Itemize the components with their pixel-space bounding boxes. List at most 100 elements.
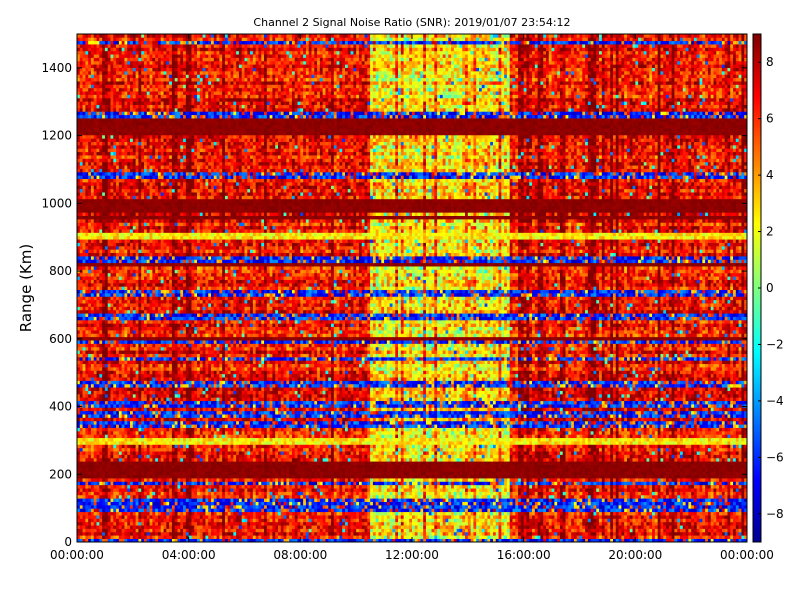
heatmap-cell: [91, 239, 94, 243]
heatmap-cell: [141, 374, 144, 378]
heatmap-cell: [144, 54, 147, 58]
heatmap-cell: [80, 115, 83, 119]
heatmap-cell: [111, 280, 114, 284]
heatmap-cell: [124, 438, 127, 442]
heatmap-cell: [108, 428, 111, 432]
heatmap-cell: [108, 249, 111, 253]
heatmap-cell: [130, 189, 133, 193]
heatmap-cell: [147, 508, 150, 512]
heatmap-cell: [85, 249, 88, 253]
heatmap-cell: [113, 219, 116, 223]
heatmap-cell: [119, 263, 122, 267]
heatmap-cell: [108, 327, 111, 331]
heatmap-cell: [88, 206, 91, 210]
heatmap-cell: [88, 518, 91, 522]
heatmap-cell: [144, 421, 147, 425]
heatmap-cell: [130, 249, 133, 253]
heatmap-cell: [141, 360, 144, 364]
heatmap-cell: [127, 206, 130, 210]
heatmap-cell: [85, 195, 88, 199]
heatmap-cell: [99, 441, 102, 445]
heatmap-cell: [83, 475, 86, 479]
heatmap-cell: [113, 518, 116, 522]
heatmap-cell: [130, 394, 133, 398]
heatmap-cell: [111, 222, 114, 226]
heatmap-cell: [124, 58, 127, 62]
heatmap-cell: [138, 320, 141, 324]
heatmap-cell: [133, 259, 136, 263]
heatmap-cell: [141, 162, 144, 166]
heatmap-cell: [119, 364, 122, 368]
heatmap-cell: [80, 155, 83, 159]
heatmap-cell: [102, 51, 105, 55]
heatmap-cell: [83, 337, 86, 341]
heatmap-cell: [99, 374, 102, 378]
heatmap-cell: [116, 475, 119, 479]
heatmap-cell: [136, 165, 139, 169]
heatmap-cell: [124, 381, 127, 385]
heatmap-cell: [108, 535, 111, 539]
heatmap-cell: [94, 98, 97, 102]
heatmap-cell: [91, 105, 94, 109]
heatmap-cell: [97, 475, 100, 479]
heatmap-cell: [133, 333, 136, 337]
heatmap-cell: [124, 209, 127, 213]
heatmap-cell: [111, 101, 114, 105]
heatmap-cell: [124, 424, 127, 428]
heatmap-cell: [133, 424, 136, 428]
heatmap-cell: [97, 138, 100, 142]
heatmap-cell: [127, 138, 130, 142]
heatmap-cell: [144, 71, 147, 75]
heatmap-cell: [144, 296, 147, 300]
heatmap-cell: [88, 145, 91, 149]
heatmap-cell: [141, 179, 144, 183]
heatmap-cell: [119, 169, 122, 173]
heatmap-cell: [130, 88, 133, 92]
heatmap-cell: [133, 202, 136, 206]
heatmap-cell: [94, 84, 97, 88]
heatmap-cell: [111, 78, 114, 82]
heatmap-cell: [94, 51, 97, 55]
heatmap-cell: [133, 280, 136, 284]
heatmap-cell: [80, 532, 83, 536]
heatmap-cell: [116, 195, 119, 199]
heatmap-cell: [124, 344, 127, 348]
heatmap-cell: [80, 478, 83, 482]
heatmap-cell: [105, 391, 108, 395]
heatmap-cell: [144, 128, 147, 132]
heatmap-cell: [130, 337, 133, 341]
heatmap-cell: [141, 98, 144, 102]
heatmap-cell: [99, 37, 102, 41]
heatmap-cell: [111, 354, 114, 358]
heatmap-cell: [127, 515, 130, 519]
heatmap-cell: [136, 61, 139, 65]
heatmap-cell: [85, 327, 88, 331]
heatmap-cell: [88, 243, 91, 247]
heatmap-cell: [111, 303, 114, 307]
heatmap-cell: [111, 431, 114, 435]
heatmap-cell: [138, 360, 141, 364]
heatmap-cell: [136, 78, 139, 82]
heatmap-cell: [122, 381, 125, 385]
heatmap-cell: [102, 34, 105, 38]
heatmap-cell: [94, 108, 97, 112]
heatmap-cell: [116, 226, 119, 230]
heatmap-cell: [91, 81, 94, 85]
heatmap-cell: [124, 347, 127, 351]
heatmap-cell: [105, 431, 108, 435]
heatmap-cell: [127, 283, 130, 287]
heatmap-cell: [116, 478, 119, 482]
heatmap-cell: [94, 492, 97, 496]
heatmap-cell: [133, 135, 136, 139]
heatmap-cell: [80, 283, 83, 287]
heatmap-cell: [124, 502, 127, 506]
heatmap-cell: [122, 243, 125, 247]
heatmap-cell: [102, 236, 105, 240]
heatmap-cell: [122, 195, 125, 199]
heatmap-cell: [85, 411, 88, 415]
heatmap-cell: [116, 407, 119, 411]
heatmap-cell: [80, 502, 83, 506]
heatmap-cell: [111, 226, 114, 230]
heatmap-cell: [102, 68, 105, 72]
heatmap-cell: [99, 535, 102, 539]
